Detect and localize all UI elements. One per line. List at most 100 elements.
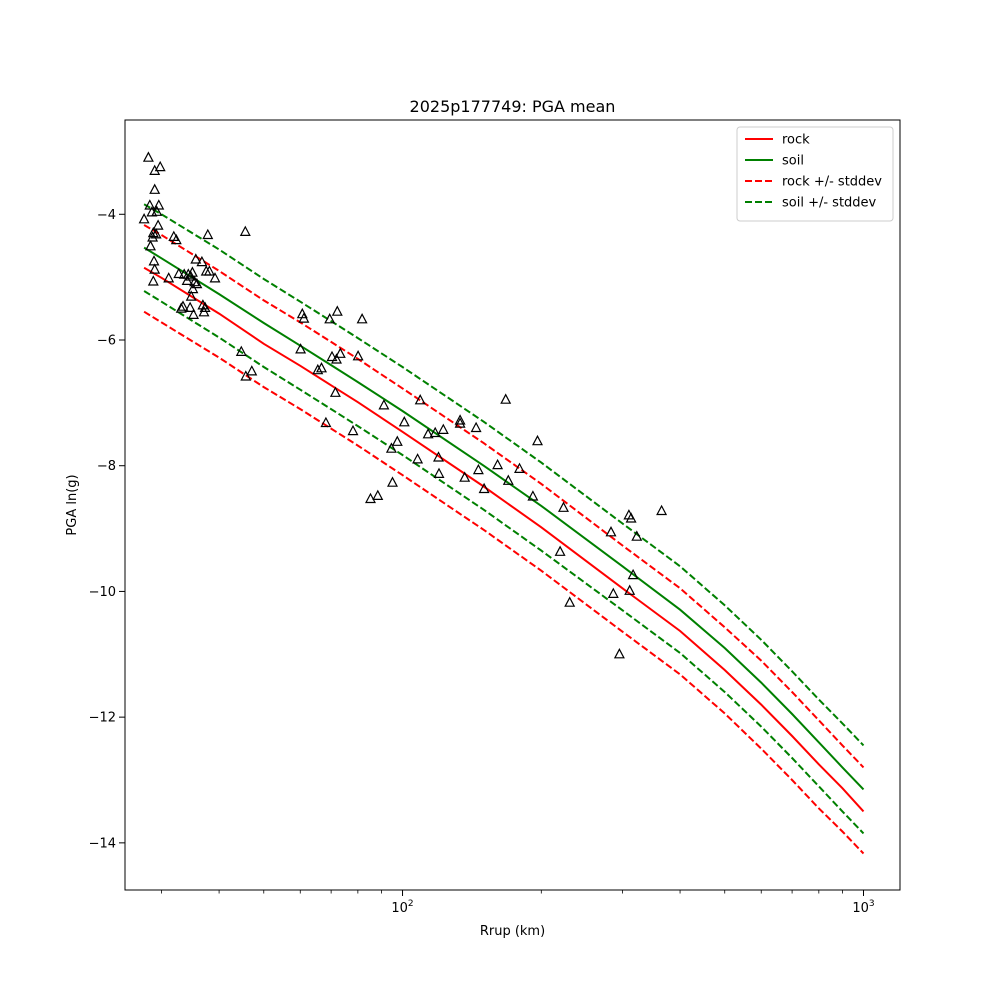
- legend: rock soil rock +/- stddev soil +/- stddev: [736, 126, 894, 222]
- data-point-marker: [163, 272, 175, 283]
- data-point-marker: [625, 512, 637, 523]
- data-point-marker: [326, 350, 338, 362]
- data-point-marker: [150, 228, 162, 239]
- y-tick-label: −10: [89, 585, 116, 600]
- data-point-marker: [391, 435, 403, 446]
- data-point-marker: [365, 492, 376, 504]
- data-point-marker: [298, 312, 310, 323]
- data-point-marker: [613, 648, 625, 659]
- x-axis: 102 103: [161, 890, 875, 916]
- data-point-marker: [202, 228, 214, 240]
- data-point-marker: [316, 362, 327, 373]
- data-point-marker: [235, 345, 247, 356]
- markers-layer: [138, 151, 668, 659]
- data-point-marker: [173, 267, 185, 279]
- data-point-marker: [320, 416, 332, 428]
- data-point-marker: [500, 393, 512, 404]
- data-point-marker: [203, 265, 215, 276]
- data-point-marker: [334, 347, 346, 358]
- data-point-marker: [153, 199, 165, 210]
- series-line-4: [143, 203, 865, 747]
- series-line-1: [143, 246, 865, 791]
- data-point-marker: [502, 474, 514, 485]
- y-tick-label: −12: [89, 711, 116, 726]
- data-point-marker: [185, 290, 197, 301]
- data-point-marker: [627, 568, 639, 580]
- x-tick-label: 102: [391, 899, 413, 916]
- data-point-marker: [532, 434, 543, 446]
- data-point-marker: [352, 350, 364, 361]
- y-axis: −4 −6 −8 −10 −12 −14: [89, 208, 125, 851]
- data-point-marker: [147, 275, 159, 286]
- data-point-marker: [175, 302, 187, 313]
- data-point-marker: [414, 394, 426, 405]
- legend-label-rock: rock: [782, 133, 810, 148]
- y-tick-label: −14: [89, 836, 116, 851]
- data-point-marker: [470, 421, 482, 433]
- series-line-0: [143, 266, 865, 813]
- data-point-marker: [312, 363, 324, 375]
- data-point-marker: [246, 365, 258, 376]
- data-point-marker: [142, 151, 154, 162]
- data-point-marker: [527, 490, 539, 501]
- data-point-marker: [190, 253, 202, 264]
- data-point-marker: [631, 530, 643, 541]
- chart-title: 2025p177749: PGA mean: [410, 97, 616, 116]
- data-point-marker: [422, 428, 434, 439]
- lines-layer: [143, 203, 865, 855]
- data-point-marker: [186, 266, 198, 277]
- y-axis-label: PGA ln(g): [65, 474, 80, 535]
- legend-label-rock-stddev: rock +/- stddev: [782, 175, 882, 190]
- data-point-marker: [554, 545, 566, 556]
- data-point-marker: [145, 240, 156, 251]
- data-point-marker: [492, 458, 504, 470]
- data-point-marker: [329, 386, 341, 397]
- data-point-marker: [191, 277, 203, 289]
- data-point-marker: [514, 462, 525, 473]
- data-point-marker: [184, 301, 196, 312]
- series-line-2: [143, 224, 865, 769]
- data-point-marker: [295, 343, 307, 354]
- data-point-marker: [433, 467, 445, 478]
- data-point-marker: [209, 272, 221, 283]
- data-point-marker: [138, 213, 150, 224]
- y-tick-label: −6: [97, 334, 116, 349]
- y-tick-label: −8: [97, 459, 116, 474]
- data-point-marker: [170, 233, 182, 245]
- data-point-marker: [324, 313, 336, 324]
- y-tick-label: −4: [97, 208, 116, 223]
- data-point-marker: [605, 526, 617, 537]
- data-point-marker: [472, 463, 484, 475]
- data-point-marker: [187, 282, 199, 294]
- data-point-marker: [196, 255, 208, 267]
- data-point-marker: [372, 489, 384, 500]
- data-point-marker: [398, 416, 410, 427]
- data-point-marker: [152, 219, 164, 230]
- legend-label-soil: soil: [782, 154, 804, 169]
- legend-box: [736, 126, 894, 222]
- data-point-marker: [182, 268, 194, 279]
- data-point-marker: [347, 424, 359, 436]
- data-point-marker: [454, 414, 466, 425]
- data-point-marker: [478, 482, 490, 494]
- data-point-marker: [149, 263, 161, 274]
- data-point-marker: [459, 471, 471, 482]
- data-point-marker: [454, 417, 466, 428]
- data-point-marker: [356, 313, 368, 324]
- legend-label-soil-stddev: soil +/- stddev: [782, 196, 877, 211]
- data-point-marker: [188, 308, 199, 319]
- data-point-marker: [147, 226, 159, 238]
- x-axis-label: Rrup (km): [480, 924, 545, 939]
- data-point-marker: [656, 504, 668, 516]
- data-point-marker: [412, 453, 424, 464]
- data-point-marker: [607, 587, 619, 598]
- data-point-marker: [151, 205, 163, 216]
- data-point-marker: [240, 370, 252, 381]
- data-point-marker: [331, 353, 342, 364]
- data-point-marker: [378, 399, 390, 410]
- data-point-marker: [564, 596, 576, 607]
- data-point-marker: [149, 183, 161, 194]
- data-point-marker: [437, 423, 449, 434]
- series-line-5: [143, 290, 865, 835]
